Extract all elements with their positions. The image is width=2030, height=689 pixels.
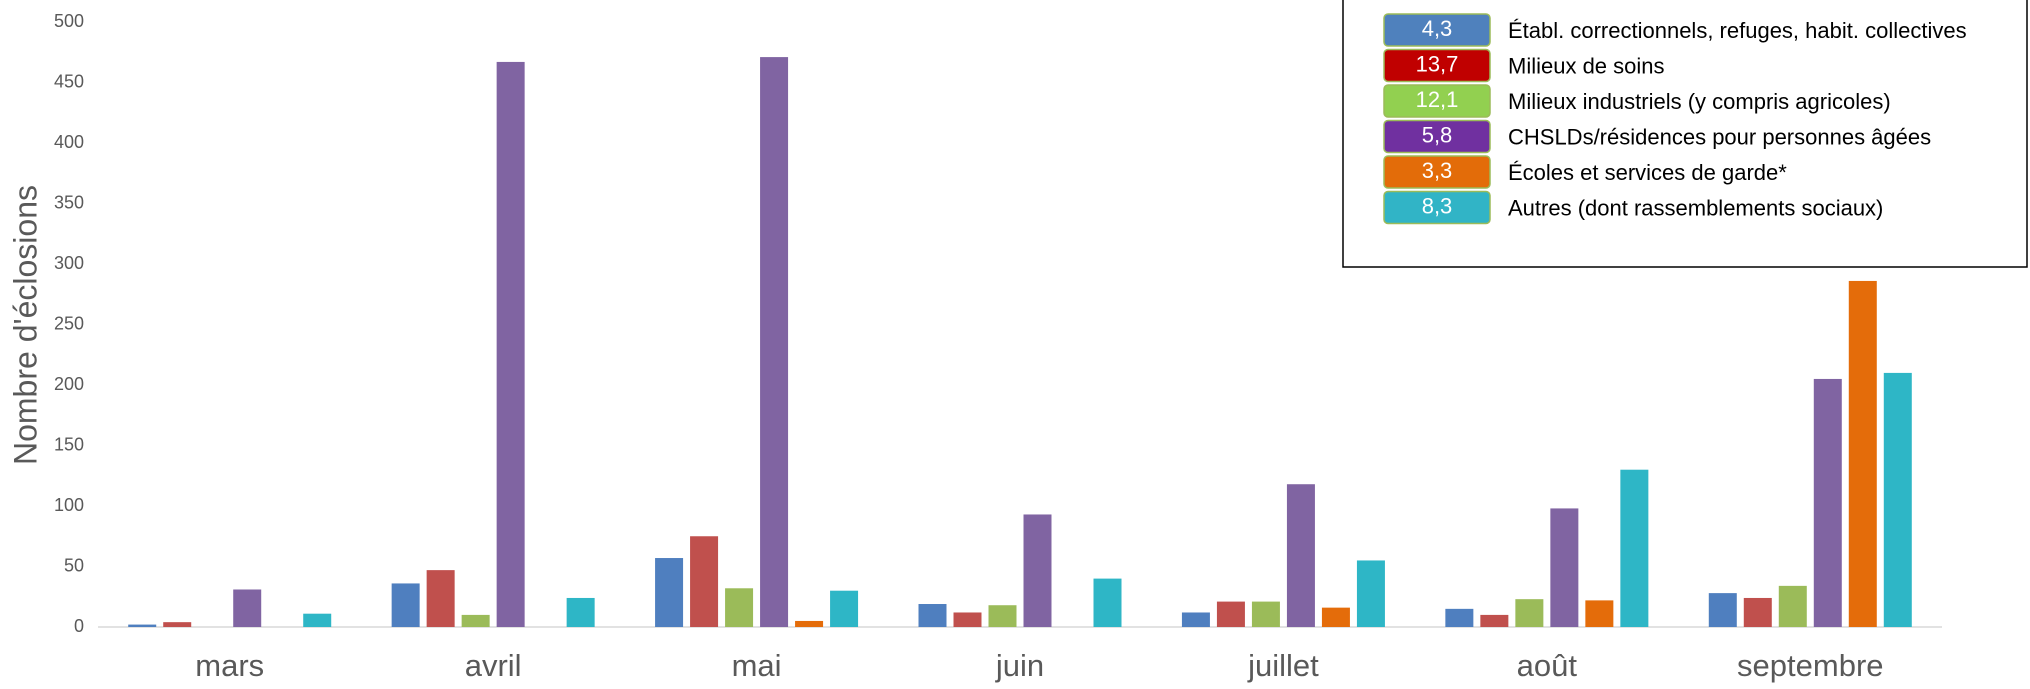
x-tick-label: septembre: [1737, 648, 1883, 683]
legend-swatch: [1383, 13, 1491, 47]
bar: [1023, 514, 1052, 627]
x-tick-label: mai: [732, 648, 782, 683]
bar: [1743, 597, 1772, 627]
legend-badge: 4,3: [1422, 16, 1453, 41]
bar: [795, 620, 824, 627]
x-tick-label: août: [1517, 648, 1578, 683]
legend-badge: 8,3: [1422, 193, 1453, 218]
legend-swatch: [1383, 84, 1491, 118]
legend-swatch: [1383, 119, 1491, 154]
legend-swatch: [1383, 190, 1491, 225]
legend-label: CHSLDs/résidences pour personnes âgées: [1508, 124, 1931, 149]
legend-label: Autres (dont rassemblements sociaux): [1508, 195, 1883, 220]
bar: [918, 604, 947, 627]
legend-badge: 13,7: [1416, 51, 1459, 76]
bar: [566, 597, 595, 627]
bar: [1883, 372, 1912, 627]
y-tick-label: 450: [54, 71, 84, 91]
legend-label: Établ. correctionnels, refuges, habit. c…: [1508, 18, 1967, 43]
y-tick-label: 350: [54, 192, 84, 212]
bar: [426, 570, 455, 627]
y-tick-label: 0: [74, 616, 84, 636]
y-tick-label: 500: [54, 11, 84, 31]
bar: [953, 612, 982, 627]
legend-label: Milieux de soins: [1508, 53, 1665, 78]
bar: [1708, 593, 1737, 627]
bar: [655, 558, 684, 627]
bar: [1216, 601, 1245, 627]
x-tick-label: avril: [465, 648, 522, 683]
legend-swatch: [1383, 48, 1491, 83]
legend-label: Écoles et services de garde*: [1508, 160, 1787, 185]
y-tick-label: 300: [54, 253, 84, 273]
bar: [233, 589, 262, 627]
bar: [690, 536, 719, 627]
bar: [128, 624, 157, 627]
bar: [1813, 378, 1842, 627]
bar: [496, 61, 525, 628]
legend-badge: 12,1: [1416, 87, 1459, 112]
y-tick-label: 250: [54, 313, 84, 333]
bar: [988, 605, 1017, 627]
x-tick-label: juillet: [1247, 648, 1319, 683]
y-tick-label: 100: [54, 495, 84, 515]
legend-label: Milieux industriels (y compris agricoles…: [1508, 89, 1891, 114]
legend-swatch: [1383, 155, 1491, 189]
y-axis-label: Nombre d'éclosions: [7, 185, 43, 465]
legend-badge: 3,3: [1422, 158, 1453, 183]
bar: [391, 583, 420, 627]
bar: [1181, 612, 1210, 627]
bar: [1848, 280, 1877, 627]
bar: [163, 622, 192, 627]
y-tick-label: 50: [64, 555, 84, 575]
bar: [1286, 484, 1315, 627]
x-tick-label: juin: [995, 648, 1044, 683]
bar: [461, 614, 490, 627]
bar: [1321, 607, 1350, 627]
bar: [1515, 599, 1544, 627]
bar: [1620, 469, 1649, 627]
bar: [760, 57, 789, 627]
y-tick-label: 200: [54, 374, 84, 394]
bar: [1778, 585, 1807, 627]
bar: [1445, 608, 1474, 627]
bar: [1356, 560, 1385, 627]
bar: [725, 588, 754, 627]
bar: [1251, 601, 1280, 627]
bar: [830, 590, 859, 627]
y-tick-label: 150: [54, 434, 84, 454]
bar: [303, 613, 332, 627]
bar: [1585, 600, 1614, 627]
x-tick-label: mars: [195, 648, 264, 683]
bar: [1550, 508, 1579, 627]
bar: [1093, 578, 1122, 627]
bar: [1480, 614, 1509, 627]
legend-badge: 5,8: [1422, 122, 1453, 147]
y-tick-label: 400: [54, 132, 84, 152]
